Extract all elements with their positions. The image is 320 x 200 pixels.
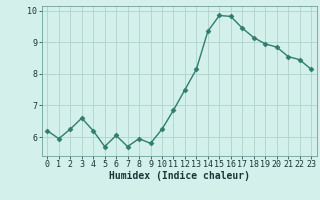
X-axis label: Humidex (Indice chaleur): Humidex (Indice chaleur) xyxy=(109,171,250,181)
